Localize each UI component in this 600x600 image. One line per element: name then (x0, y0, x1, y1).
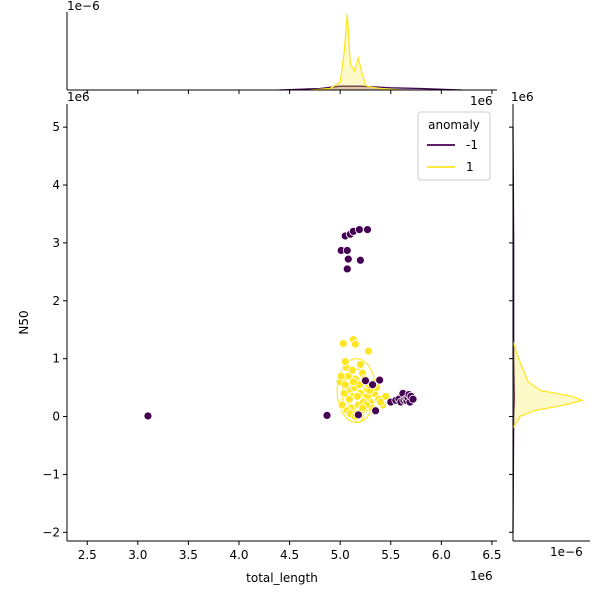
scatter-point (353, 410, 363, 420)
y-tick-label: 5 (52, 120, 60, 134)
y-tick-label: −2 (42, 525, 60, 539)
scatter-point (352, 391, 362, 401)
scatter-point (347, 365, 357, 375)
scatter-point (376, 397, 386, 407)
marginal-x-ticks (86, 90, 493, 94)
scatter-point (375, 375, 385, 385)
scatter-point (340, 380, 350, 390)
scatter-point (143, 411, 153, 421)
marginal-x-curve (309, 13, 401, 91)
scatter-point (338, 339, 348, 349)
scatter-point (342, 246, 352, 255)
scatter-point (361, 376, 370, 386)
marginal-y-curves (512, 127, 585, 533)
legend-entry-label: -1 (466, 138, 478, 152)
y-tick-label: 3 (52, 236, 60, 250)
scatter-point (342, 264, 352, 274)
marginal-x-exponent-label: 1e−6 (67, 0, 100, 13)
scatter-point (358, 403, 367, 413)
legend: anomaly -1 1 (417, 111, 491, 181)
scatter-point (368, 380, 377, 390)
scatter-point (336, 371, 346, 381)
y-axis-exponent-label: 1e6 (67, 90, 90, 104)
y-tick-label: −1 (42, 467, 60, 481)
y-tick-label: 4 (52, 178, 60, 192)
x-tick-label: 5.0 (331, 548, 350, 562)
x-tick-label: 4.0 (229, 548, 248, 562)
x-tick-label: 6.5 (482, 548, 501, 562)
y-tick-label: 2 (52, 294, 60, 308)
scatter-points (143, 225, 418, 421)
scatter-point (350, 339, 360, 349)
scatter-point (337, 400, 347, 410)
scatter-point (340, 357, 350, 366)
marginal-y-exponent-label: 1e−6 (550, 545, 583, 559)
marginal-y-curve (512, 127, 516, 533)
y-axis-ticks: −2 −1 0 1 2 3 4 5 (42, 120, 67, 539)
scatter-point (381, 391, 391, 401)
marginal-x-density-axes: 1e−6 (66, 0, 497, 94)
scatter-point (339, 389, 349, 398)
scatter-point (348, 377, 358, 387)
scatter-point (364, 346, 373, 356)
top-marginal-x-exponent-label: 1e6 (470, 94, 493, 108)
scatter-point (356, 360, 365, 369)
x-axis-exponent-label: 1e6 (470, 569, 493, 583)
marginal-x-curves (279, 13, 462, 91)
scatter-point (371, 406, 380, 416)
x-tick-label: 6.0 (432, 548, 451, 562)
scatter-point (363, 225, 372, 235)
marginal-x-fill (309, 14, 401, 90)
marginal-y-ticks (509, 126, 513, 533)
joint-scatter-axes: 2.5 3.0 3.5 4.0 4.5 5.0 5.5 6.0 6.5 −2 −1 0 1 2 3 4 5 t… (17, 90, 501, 585)
legend-box (417, 111, 491, 181)
scatter-point (343, 254, 353, 264)
marginal-y-curve (512, 341, 585, 429)
scatter-point (356, 255, 365, 265)
scatter-point (354, 225, 364, 235)
scatter-point (344, 394, 354, 404)
x-tick-label: 3.5 (179, 548, 198, 562)
legend-title: anomaly (428, 118, 480, 132)
scatter-point (322, 410, 332, 420)
marginal-x-curve (279, 85, 462, 91)
legend-entries: -1 1 (427, 138, 478, 174)
legend-entry-label: 1 (466, 160, 474, 174)
x-tick-label: 3.0 (128, 548, 147, 562)
x-axis-ticks: 2.5 3.0 3.5 4.0 4.5 5.0 5.5 6.0 6.5 (78, 541, 501, 562)
x-tick-label: 2.5 (78, 548, 97, 562)
y-axis-label: N50 (17, 310, 31, 334)
x-axis-label: total_length (246, 571, 318, 585)
marginal-y-density-axes: 1e−6 1e6 (509, 90, 590, 559)
y-tick-label: 0 (52, 410, 60, 424)
marginal-y-axis-exponent-label: 1e6 (511, 90, 534, 104)
marginal-y-fill (513, 341, 582, 429)
x-tick-label: 4.5 (280, 548, 299, 562)
x-tick-label: 5.5 (381, 548, 400, 562)
scatter-point (408, 394, 418, 404)
y-tick-label: 1 (52, 352, 60, 366)
